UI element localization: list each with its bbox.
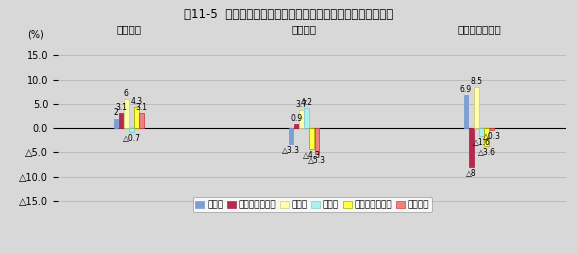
Text: 4.3: 4.3 — [131, 97, 143, 106]
Text: △0.7: △0.7 — [123, 134, 140, 142]
Bar — [464, 95, 468, 128]
Bar — [304, 108, 309, 128]
Bar — [134, 107, 139, 128]
Bar — [484, 128, 489, 146]
Text: △1.6: △1.6 — [473, 138, 491, 147]
Bar — [124, 99, 129, 128]
Text: △0.3: △0.3 — [483, 132, 501, 141]
Text: △5.3: △5.3 — [308, 156, 326, 165]
Legend: 宇摩圈, 新居浜・西条圈, 今治圈, 松山圈, 八幡浜・大洲圈, 宇和島圈: 宇摩圈, 新居浜・西条圈, 今治圈, 松山圈, 八幡浜・大洲圈, 宇和島圈 — [192, 197, 432, 212]
Bar — [469, 128, 473, 167]
Text: △3.6: △3.6 — [478, 148, 496, 157]
Bar — [118, 113, 124, 128]
Text: 事業所数: 事業所数 — [116, 24, 142, 34]
Text: 6.9: 6.9 — [460, 85, 472, 93]
Text: 8.5: 8.5 — [470, 77, 482, 86]
Text: (%): (%) — [27, 29, 44, 39]
Bar — [294, 124, 298, 128]
Bar — [490, 128, 494, 130]
Text: 従業者数: 従業者数 — [291, 24, 316, 34]
Text: 6: 6 — [124, 89, 129, 98]
Bar — [299, 110, 303, 128]
Bar — [288, 128, 293, 144]
Text: 3.7: 3.7 — [295, 100, 307, 109]
Text: 3.1: 3.1 — [115, 103, 127, 112]
Bar — [479, 128, 484, 136]
Bar — [474, 87, 479, 128]
Bar — [314, 128, 319, 154]
Text: △8: △8 — [466, 169, 476, 178]
Text: 0.9: 0.9 — [290, 114, 302, 123]
Text: △4.3: △4.3 — [303, 151, 321, 160]
Bar — [129, 128, 134, 132]
Bar — [139, 113, 144, 128]
Bar — [113, 119, 118, 128]
Text: 3.1: 3.1 — [136, 103, 148, 112]
Text: 2: 2 — [113, 108, 118, 117]
Text: △3.3: △3.3 — [282, 146, 300, 155]
Bar — [309, 128, 314, 149]
Text: 図11-5  圈域別事業所数、従業者数、製造品出荷額等の前年比: 図11-5 圈域別事業所数、従業者数、製造品出荷額等の前年比 — [184, 8, 394, 21]
Text: 製造品出荷額等: 製造品出荷額等 — [457, 24, 501, 34]
Text: 4.2: 4.2 — [301, 98, 313, 107]
